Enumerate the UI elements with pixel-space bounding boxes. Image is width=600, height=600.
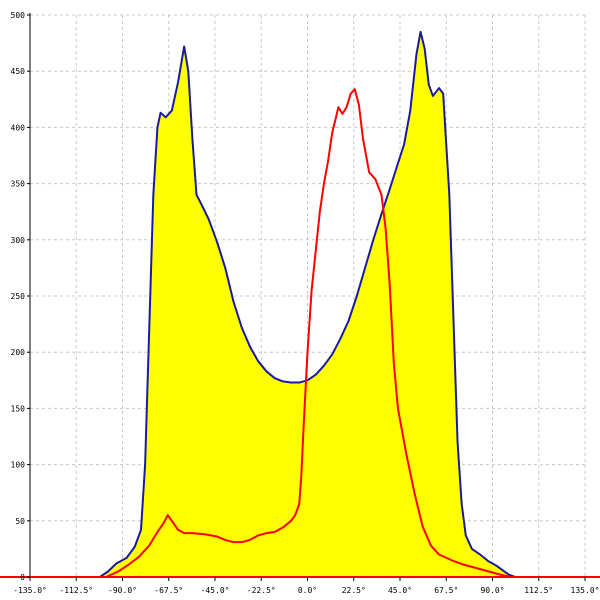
x-tick-label: -112.5° bbox=[59, 586, 93, 595]
y-tick-label: 200 bbox=[11, 348, 26, 357]
x-tick-label: -90.0° bbox=[108, 586, 137, 595]
y-tick-label: 500 bbox=[11, 11, 26, 20]
series-1-area bbox=[99, 31, 516, 578]
y-tick-label: 0 bbox=[20, 573, 25, 582]
x-tick-label: -22.5° bbox=[247, 586, 276, 595]
x-tick-label: -45.0° bbox=[201, 586, 230, 595]
y-tick-label: 300 bbox=[11, 236, 26, 245]
y-tick-label: 50 bbox=[15, 517, 25, 526]
y-tick-label: 400 bbox=[11, 123, 26, 132]
x-tick-label: -67.5° bbox=[154, 586, 183, 595]
y-tick-label: 250 bbox=[11, 292, 26, 301]
series-2-line bbox=[105, 88, 512, 578]
y-tick-label: 450 bbox=[11, 67, 26, 76]
y-tick-label: 100 bbox=[11, 461, 26, 470]
y-tick-label: 150 bbox=[11, 404, 26, 413]
x-tick-label: 22.5° bbox=[342, 586, 366, 595]
x-tick-label: 67.5° bbox=[434, 586, 458, 595]
x-tick-label: 90.0° bbox=[480, 586, 504, 595]
y-tick-label: 350 bbox=[11, 180, 26, 189]
x-tick-label: 45.0° bbox=[388, 586, 412, 595]
x-tick-label: 135.0° bbox=[571, 586, 600, 595]
series-1-line bbox=[99, 30, 516, 578]
x-tick-label: 112.5° bbox=[524, 586, 553, 595]
x-tick-label: -135.0° bbox=[13, 586, 47, 595]
x-tick-label: 0.0° bbox=[298, 586, 317, 595]
